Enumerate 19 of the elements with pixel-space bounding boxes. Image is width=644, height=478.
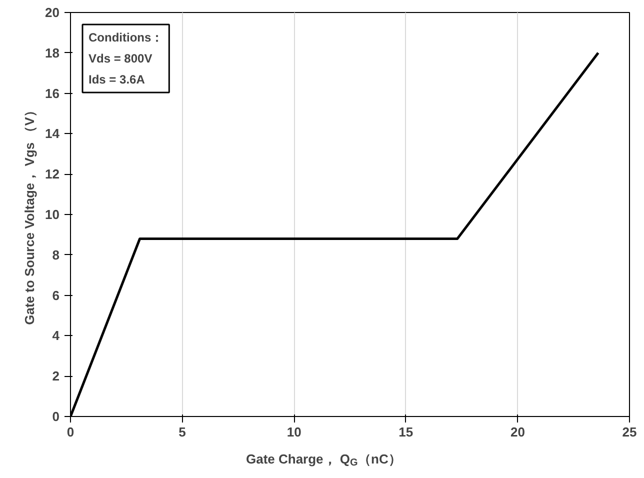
y-tick-label: 12 [45, 166, 60, 182]
y-tick-label: 14 [45, 126, 60, 142]
y-tick-label: 10 [45, 207, 60, 222]
y-tick-label: 18 [45, 45, 60, 60]
y-tick-label: 16 [45, 86, 60, 101]
x-tick-label: 0 [66, 424, 74, 440]
x-tick-label: 25 [622, 424, 637, 440]
x-tick-label: 20 [510, 424, 525, 440]
y-tick-label: 2 [52, 368, 60, 384]
x-tick-label: 5 [178, 424, 186, 440]
y-tick-label: 4 [52, 328, 60, 344]
annotation: Conditions： Vds = 800V Ids = 3.6A [88, 30, 164, 86]
x-tick-label: 10 [286, 424, 302, 440]
y-axis-title: Gate to Source Voltage， Vgs （V） [22, 104, 38, 325]
y-tick-label: 0 [52, 409, 60, 424]
y-tick-label: 20 [45, 5, 60, 20]
y-tick-label: 6 [52, 288, 60, 303]
y-tick-label: 8 [52, 247, 60, 262]
x-tick-label: 15 [398, 424, 414, 440]
